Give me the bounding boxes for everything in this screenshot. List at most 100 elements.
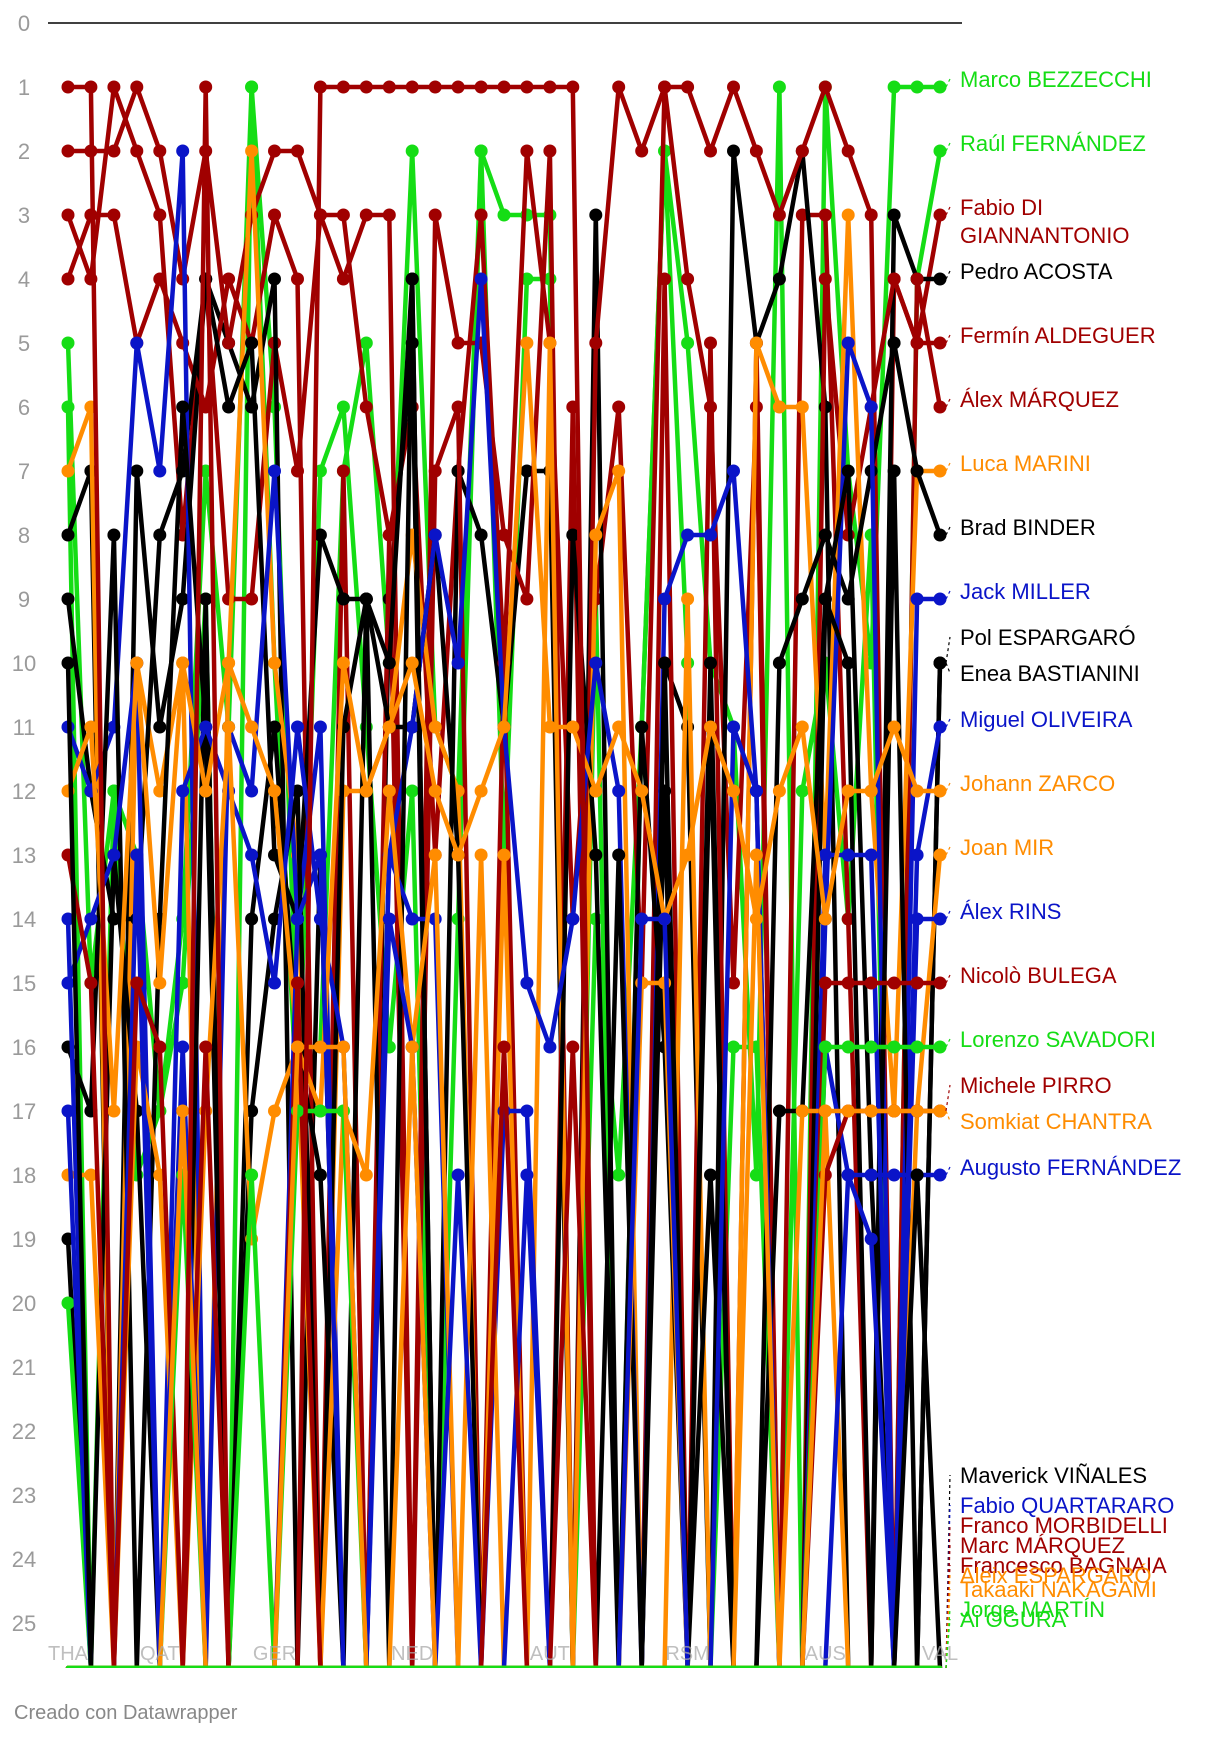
data-point [199,1040,213,1054]
data-point [749,848,763,862]
data-point [313,848,327,862]
data-point [336,1040,350,1054]
data-point [887,1168,901,1182]
data-point [566,528,580,542]
data-point [359,208,373,222]
data-point [910,464,924,478]
data-point [245,912,259,926]
data-point [704,656,717,670]
data-point [910,912,924,926]
label-leader-line [945,1608,951,1669]
data-point [474,144,488,158]
data-point [130,848,144,862]
data-point [933,400,947,414]
data-point [107,144,121,158]
data-point [910,1104,924,1118]
data-point [864,1168,878,1182]
data-point [635,144,649,158]
series-23 [61,80,943,1668]
label-leader-line [945,846,951,856]
data-point [84,80,98,94]
data-point [818,848,832,862]
label-leader-line [945,1166,951,1176]
data-point [359,784,373,798]
data-point [933,336,947,350]
label-leader-line [945,910,951,920]
label-leader-line [945,1618,951,1669]
data-point [589,336,603,350]
data-point [933,976,947,990]
data-point [727,976,740,990]
data-point [589,208,603,222]
data-point [130,336,144,350]
data-point [749,336,763,350]
data-point [497,208,511,222]
data-point [359,1168,373,1182]
data-point [910,784,924,798]
data-point [451,848,465,862]
data-point [130,80,144,94]
data-point [887,1104,901,1118]
data-point [313,464,327,478]
data-point [359,400,373,414]
data-point [61,144,75,158]
y-tick-label: 6 [18,395,30,420]
data-point [497,1040,511,1054]
data-point [864,1232,878,1246]
data-point [818,1104,832,1118]
data-point [474,848,488,862]
credit-text: Creado con Datawrapper [14,1702,238,1724]
data-point [61,912,75,926]
data-point [405,144,419,158]
data-point [704,144,717,158]
data-point [727,784,740,798]
x-tick-label: AUS [805,1643,846,1665]
data-point [61,1296,75,1310]
data-point [864,400,878,414]
data-point [566,912,580,926]
y-tick-label: 10 [12,651,36,676]
data-point [910,80,924,94]
label-leader-line [945,782,951,792]
data-point [749,784,763,798]
data-point [313,1040,327,1054]
y-tick-label: 23 [12,1483,36,1508]
data-point [658,272,672,286]
data-point [864,848,878,862]
data-point [520,272,534,286]
data-point [704,720,717,734]
series-label: Raúl FERNÁNDEZ [960,131,1146,156]
data-point [451,336,465,350]
data-point [199,784,213,798]
data-point [382,912,396,926]
data-point [405,784,419,798]
data-point [313,1104,327,1118]
data-point [543,144,557,158]
data-point [612,784,626,798]
data-point [795,400,809,414]
y-tick-label: 3 [18,203,30,228]
data-point [795,720,809,734]
y-tick-label: 14 [12,907,36,932]
data-point [474,208,488,222]
x-tick-label: GER [253,1643,296,1665]
y-tick-label: 9 [18,587,30,612]
data-point [382,656,396,670]
data-point [841,976,855,990]
data-point [359,592,373,606]
data-point [727,1040,740,1054]
y-tick-label: 0 [18,11,30,36]
data-point [887,720,901,734]
data-point [772,208,786,222]
data-point [474,528,488,542]
data-point [520,976,534,990]
data-point [153,208,167,222]
data-point [887,976,901,990]
data-point [130,976,144,990]
data-point [910,1168,924,1182]
label-leader-line [945,1084,951,1112]
y-axis: 0123456789101112131415161718192021222324… [12,11,36,1636]
series-label: Pedro ACOSTA [960,259,1113,284]
y-tick-label: 5 [18,331,30,356]
data-point [382,720,396,734]
